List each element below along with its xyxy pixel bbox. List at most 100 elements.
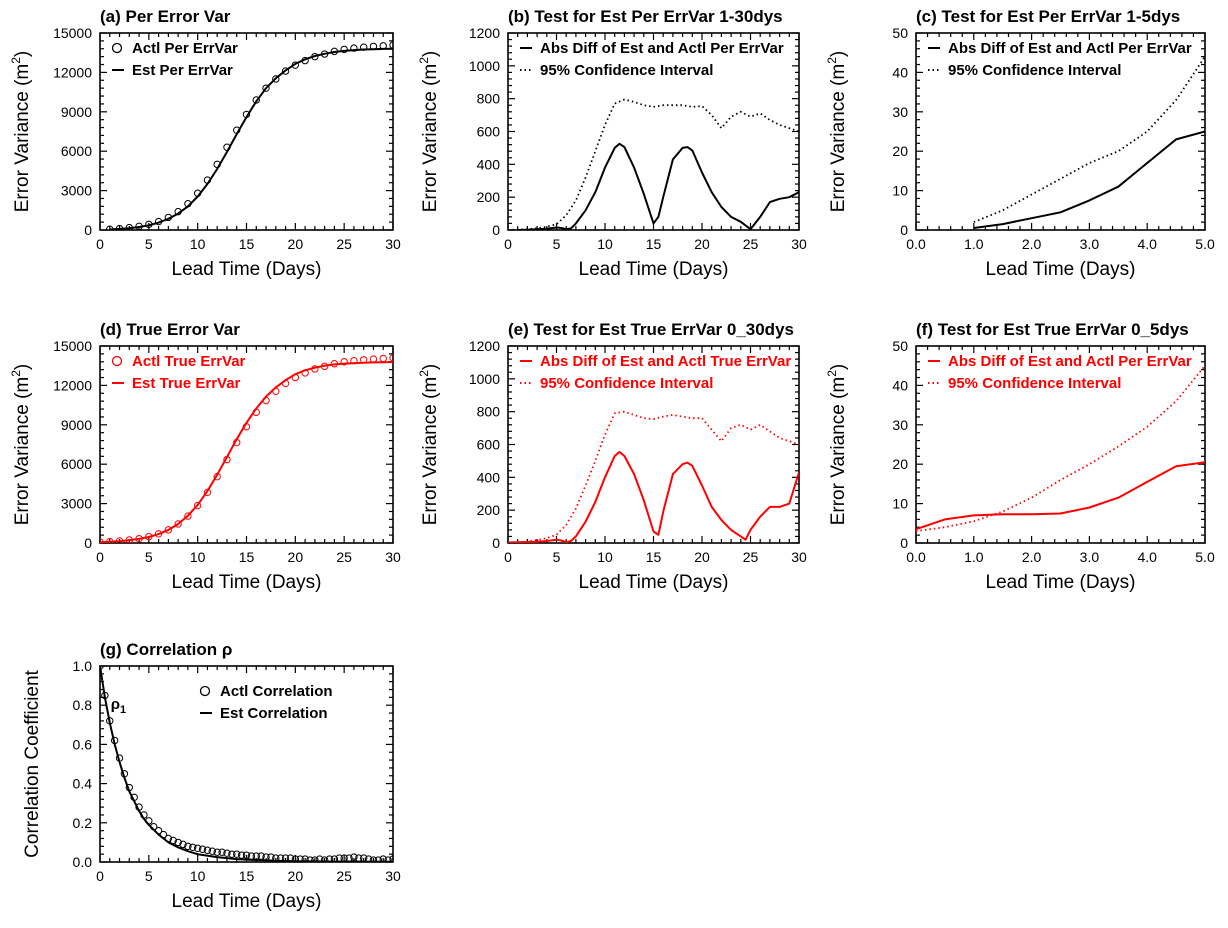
data-point [389,354,393,362]
series-line-2 [973,56,1205,223]
plot-area [508,410,799,543]
y-tick-label: 1000 [469,58,500,74]
data-point [203,846,212,854]
data-point [198,845,207,853]
legend-label: Actl Per ErrVar [132,40,238,57]
y-tick-label: 200 [477,189,501,205]
panel-title: (f) Test for Est True ErrVar 0_5dys [916,320,1189,339]
legend-label: 95% Confidence Interval [540,375,713,392]
x-tick-label: 30 [385,236,401,252]
data-point [311,856,319,862]
data-point [228,850,236,858]
legend-label: Abs Diff of Est and Actl Per ErrVar [948,353,1192,370]
y-tick-label: 6000 [61,456,92,472]
x-axis-label: Lead Time (Days) [172,891,322,912]
y-axis-label: Correlation Coefficient [22,669,43,857]
data-point [384,856,392,862]
y-tick-label: 1200 [469,338,500,354]
x-axis-label: Lead Time (Days) [986,259,1136,280]
x-tick-label: 1.0 [964,549,984,565]
y-axis-label: Error Variance (m2) [9,51,33,213]
series-line-2 [508,410,799,543]
legend-label: Actl Correlation [220,683,333,700]
y-axis-label: Error Variance (m2) [9,364,33,526]
data-point [296,855,304,862]
y-tick-label: 9000 [61,104,92,120]
x-tick-label: 30 [791,236,807,252]
data-point [184,512,192,520]
data-point [306,856,314,862]
data-point [340,358,348,366]
x-tick-label: 0 [504,549,512,565]
legend-label: Abs Diff of Est and Actl True ErrVar [540,353,791,370]
data-point [301,855,309,862]
panel-title: (a) Per Error Var [100,7,231,26]
y-tick-label: 800 [477,404,501,420]
y-tick-label: 40 [892,377,908,393]
data-point [189,843,197,851]
panel-a: (a) Per Error Var 0 5 10 15 20 25 30 0 3000 6000 90… [9,7,401,280]
x-tick-label: 0 [96,236,104,252]
data-point [281,67,290,75]
y-tick-label: 10 [892,183,908,199]
plot-area [973,56,1205,229]
plot-frame [915,345,1206,544]
legend-label: Est True ErrVar [132,375,241,392]
data-point [193,844,202,852]
data-point [184,842,192,851]
data-point [369,856,378,862]
y-tick-label: 20 [892,456,908,472]
x-tick-label: 25 [743,236,759,252]
series-line-1 [973,130,1205,229]
y-tick-label: 3000 [61,496,92,512]
data-point [169,836,177,845]
data-point [364,855,373,862]
x-tick-label: 10 [597,236,613,252]
series-line-2 [109,47,393,230]
y-axis-label: Error Variance (m2) [417,51,441,213]
y-tick-label: 6000 [61,143,92,159]
x-tick-label: 30 [791,549,807,565]
x-tick-label: 5.0 [1195,549,1215,565]
x-tick-label: 0 [96,868,104,884]
x-tick-label: 5 [553,549,561,565]
data-point [213,848,221,856]
y-tick-label: 0 [900,222,908,238]
panel-c: (c) Test for Est Per ErrVar 1-5dys 0.0 1.0… [825,7,1215,280]
panel-title: (b) Test for Est Per ErrVar 1-30dys [508,7,783,26]
y-tick-label: 600 [477,124,501,140]
data-point [233,850,241,858]
y-tick-label: 50 [892,338,908,354]
y-axis-label: Error Variance (m2) [825,51,849,213]
data-point [272,75,280,83]
x-tick-label: 5 [145,236,153,252]
y-tick-label: 400 [477,156,501,172]
series-line-1 [508,450,799,543]
plot-area [100,666,393,862]
x-tick-label: 25 [743,549,759,565]
data-point [350,853,358,861]
data-point [379,354,387,363]
x-tick-label: 0.0 [906,549,926,565]
x-tick-label: 3.0 [1080,236,1100,252]
y-tick-label: 0.0 [73,854,93,870]
y-tick-label: 40 [892,64,908,80]
x-axis-label: Lead Time (Days) [172,572,322,593]
y-tick-label: 50 [892,25,908,41]
panel-title: (c) Test for Est Per ErrVar 1-5dys [916,7,1180,26]
legend-marker-circle [111,42,123,54]
x-tick-label: 3.0 [1080,549,1100,565]
series-line-1 [916,461,1205,531]
data-point [389,41,393,49]
y-tick-label: 0 [492,535,500,551]
y-tick-label: 15000 [53,25,92,41]
y-tick-label: 0 [900,535,908,551]
legend-marker-circle [111,355,123,367]
y-tick-label: 30 [892,104,908,120]
data-point [350,44,358,52]
data-point [262,84,270,92]
panel-title: (d) True Error Var [100,320,240,339]
data-point [374,856,383,862]
y-tick-label: 1200 [469,25,500,41]
data-point [179,840,187,849]
